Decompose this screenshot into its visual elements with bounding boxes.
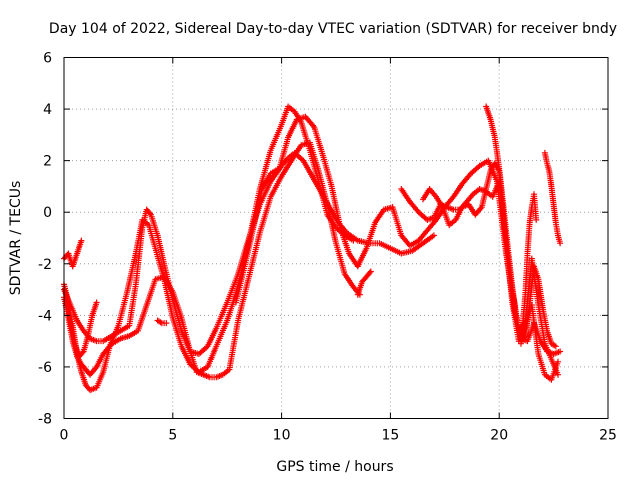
series-arc-11	[63, 291, 100, 360]
data-points	[61, 103, 564, 394]
data-point-markers	[541, 149, 564, 247]
data-point-markers	[354, 268, 374, 298]
y-tick-label: -4	[38, 308, 52, 324]
series-arc-8	[518, 191, 540, 347]
chart-title: Day 104 of 2022, Sidereal Day-to-day VTE…	[49, 21, 617, 37]
y-tick-label: 0	[43, 205, 52, 221]
x-tick-label: 5	[168, 428, 177, 444]
axis-ticks: 0 5 10 15 20 25 -8 -6 -4 -2 0 2 4 6	[38, 51, 617, 444]
x-tick-label: 10	[273, 428, 291, 444]
y-tick-label: -6	[38, 360, 52, 376]
x-tick-label: 15	[381, 428, 399, 444]
grid	[64, 57, 608, 419]
plot-frame	[63, 57, 609, 419]
series-arc-12	[154, 317, 170, 327]
series-arc-9	[541, 149, 564, 247]
y-tick-label: -8	[38, 412, 52, 428]
series-arc-13	[354, 268, 374, 298]
data-point-markers	[63, 291, 100, 360]
y-tick-label: 6	[43, 51, 52, 67]
y-axis-label: SDTVAR / TECUs	[8, 181, 24, 296]
x-tick-label: 0	[60, 428, 69, 444]
y-tick-label: -2	[38, 257, 52, 273]
x-axis-label: GPS time / hours	[276, 459, 393, 475]
x-tick-label: 20	[490, 428, 508, 444]
data-point-markers	[483, 103, 559, 350]
y-tick-label: 4	[43, 102, 52, 118]
series-arc-7	[483, 103, 559, 350]
data-point-markers	[518, 191, 540, 347]
y-tick-label: 2	[43, 154, 52, 170]
x-tick-label: 25	[599, 428, 617, 444]
data-point-markers	[154, 317, 170, 327]
